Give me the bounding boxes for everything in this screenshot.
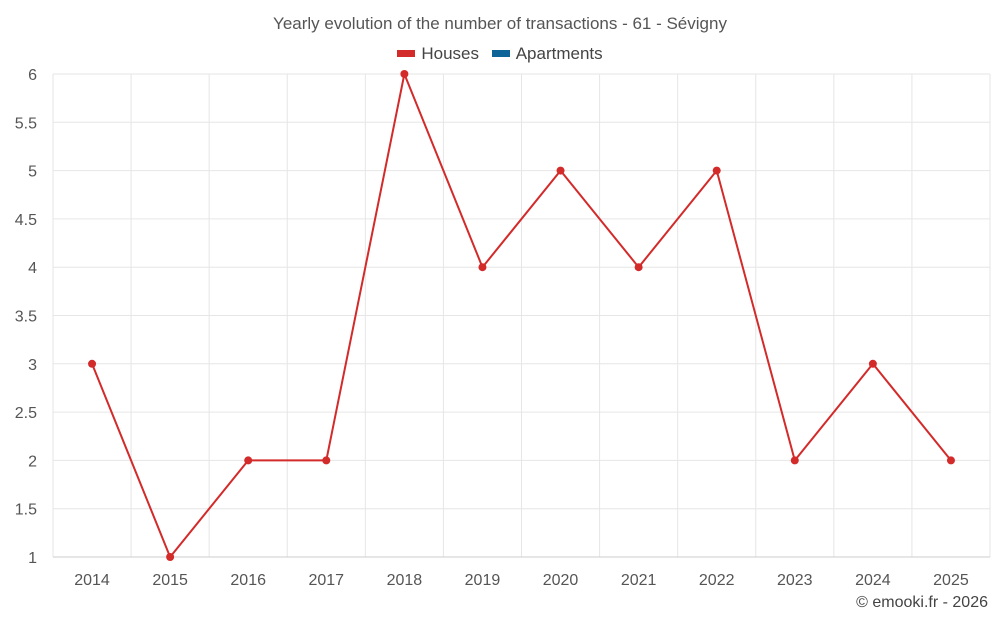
- data-point[interactable]: [88, 359, 97, 368]
- x-tick-label: 2015: [152, 572, 188, 589]
- y-tick-labels: 1 1.5 2 2.5 3 3.5 4 4.5 5 5.5 6: [15, 67, 37, 567]
- x-tick-label: 2021: [621, 572, 657, 589]
- x-tick-label: 2017: [308, 572, 344, 589]
- x-tick-label: 2023: [777, 572, 813, 589]
- x-tick-label: 2019: [465, 572, 501, 589]
- data-point[interactable]: [946, 456, 955, 465]
- x-tick-label: 2014: [74, 572, 110, 589]
- x-tick-label: 2020: [543, 572, 579, 589]
- legend-swatch-apartments: [491, 49, 510, 57]
- y-tick-label: 5: [28, 164, 37, 181]
- x-tick-label: 2016: [230, 572, 266, 589]
- data-points: [88, 70, 955, 561]
- y-tick-label: 1: [28, 550, 37, 567]
- data-point[interactable]: [868, 359, 877, 368]
- data-point[interactable]: [166, 553, 175, 561]
- data-point[interactable]: [322, 456, 331, 465]
- x-tick-label: 2025: [933, 572, 969, 589]
- x-tick-label: 2022: [699, 572, 735, 589]
- data-point[interactable]: [556, 166, 565, 175]
- x-tick-label: 2018: [387, 572, 423, 589]
- y-tick-label: 6: [28, 67, 37, 84]
- legend-item-houses[interactable]: Houses: [397, 44, 479, 64]
- legend-swatch-houses: [397, 49, 416, 57]
- y-tick-label: 1.5: [15, 502, 37, 519]
- chart-title: Yearly evolution of the number of transa…: [273, 14, 727, 33]
- legend-label-houses: Houses: [421, 44, 479, 63]
- data-point[interactable]: [712, 166, 721, 175]
- y-tick-label: 2.5: [15, 405, 37, 422]
- legend-label-apartments: Apartments: [515, 44, 603, 63]
- data-point[interactable]: [634, 263, 643, 272]
- data-point[interactable]: [478, 263, 487, 272]
- series-line-houses: [91, 73, 952, 558]
- series-lines: [91, 73, 952, 558]
- y-tick-label: 2: [28, 453, 37, 470]
- y-tick-label: 4.5: [15, 212, 37, 229]
- x-tick-labels: 2014 2015 2016 2017 2018 2019 2020 2021 2022 2023…: [74, 572, 969, 589]
- legend: Houses Apartments: [0, 44, 1000, 64]
- y-tick-label: 3.5: [15, 309, 37, 326]
- data-point[interactable]: [244, 456, 253, 465]
- data-point[interactable]: [790, 456, 799, 465]
- grid-lines: [52, 73, 991, 558]
- credit-text: © emooki.fr - 2026: [856, 594, 988, 611]
- x-tick-label: 2024: [855, 572, 891, 589]
- y-tick-label: 5.5: [15, 115, 37, 132]
- y-tick-label: 3: [28, 357, 37, 374]
- y-tick-label: 4: [28, 260, 37, 277]
- legend-item-apartments[interactable]: Apartments: [491, 44, 603, 64]
- data-point[interactable]: [400, 70, 409, 78]
